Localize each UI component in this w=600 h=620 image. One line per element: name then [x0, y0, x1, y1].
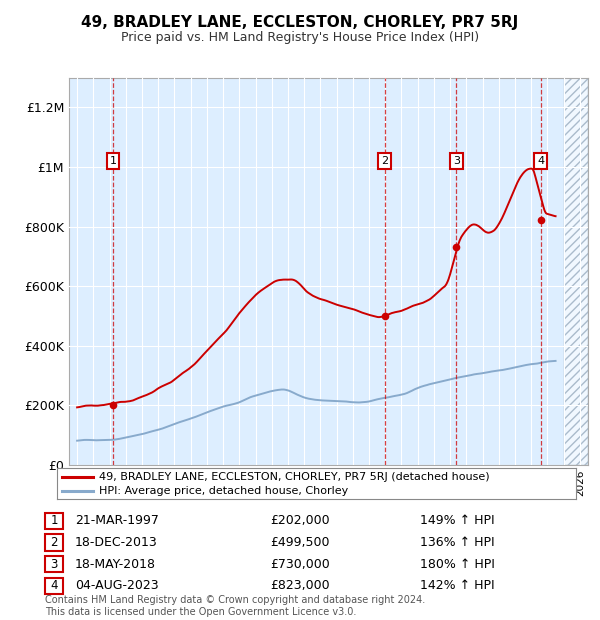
Text: 18-MAY-2018: 18-MAY-2018 — [75, 558, 156, 570]
Text: 49, BRADLEY LANE, ECCLESTON, CHORLEY, PR7 5RJ (detached house): 49, BRADLEY LANE, ECCLESTON, CHORLEY, PR… — [98, 472, 489, 482]
Text: 4: 4 — [50, 580, 58, 592]
Text: HPI: Average price, detached house, Chorley: HPI: Average price, detached house, Chor… — [98, 486, 348, 497]
Bar — [563, 78, 588, 465]
Bar — [563, 78, 588, 465]
Text: 2: 2 — [381, 156, 388, 166]
Text: Price paid vs. HM Land Registry's House Price Index (HPI): Price paid vs. HM Land Registry's House … — [121, 31, 479, 44]
Text: 180% ↑ HPI: 180% ↑ HPI — [420, 558, 495, 570]
Text: £730,000: £730,000 — [270, 558, 330, 570]
Text: 149% ↑ HPI: 149% ↑ HPI — [420, 515, 494, 527]
Text: 1: 1 — [50, 515, 58, 527]
Text: 49, BRADLEY LANE, ECCLESTON, CHORLEY, PR7 5RJ: 49, BRADLEY LANE, ECCLESTON, CHORLEY, PR… — [82, 16, 518, 30]
Text: 2: 2 — [50, 536, 58, 549]
Text: £499,500: £499,500 — [270, 536, 330, 549]
Text: 21-MAR-1997: 21-MAR-1997 — [75, 515, 159, 527]
Text: 18-DEC-2013: 18-DEC-2013 — [75, 536, 158, 549]
Text: 3: 3 — [50, 558, 58, 570]
Text: £823,000: £823,000 — [270, 580, 330, 592]
Text: 3: 3 — [453, 156, 460, 166]
Text: 142% ↑ HPI: 142% ↑ HPI — [420, 580, 494, 592]
Text: 04-AUG-2023: 04-AUG-2023 — [75, 580, 158, 592]
Text: £202,000: £202,000 — [270, 515, 330, 527]
Text: 136% ↑ HPI: 136% ↑ HPI — [420, 536, 494, 549]
Text: 1: 1 — [110, 156, 116, 166]
Text: Contains HM Land Registry data © Crown copyright and database right 2024.
This d: Contains HM Land Registry data © Crown c… — [45, 595, 425, 617]
Text: 4: 4 — [537, 156, 544, 166]
